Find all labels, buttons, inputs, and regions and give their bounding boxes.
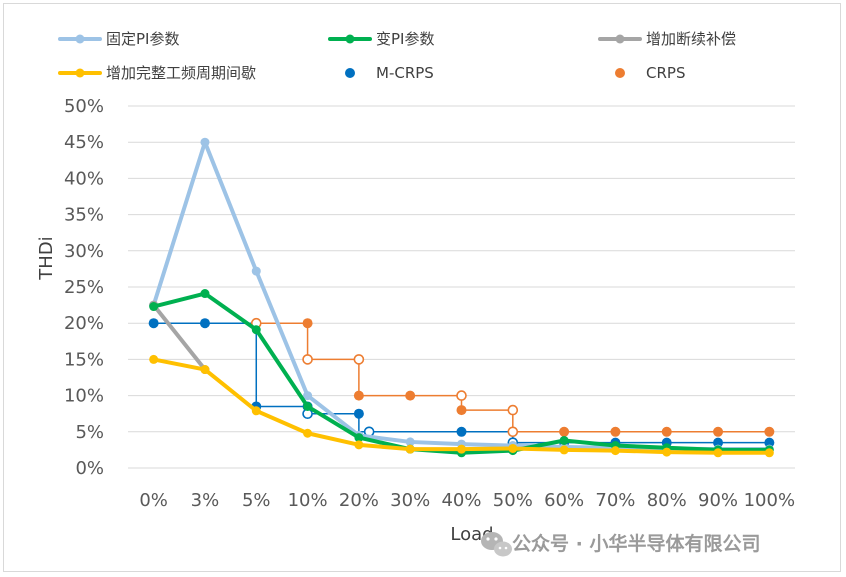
legend-label: 变PI参数 bbox=[376, 30, 434, 48]
data-point bbox=[713, 426, 724, 437]
y-tick-label: 20% bbox=[64, 313, 104, 334]
legend-item-fixed-pi: 固定PI参数 bbox=[58, 30, 179, 48]
legend-label: 增加断续补偿 bbox=[646, 30, 736, 48]
data-point bbox=[303, 428, 313, 438]
wechat-icon bbox=[481, 532, 512, 557]
x-tick-label: 70% bbox=[595, 490, 635, 511]
y-tick-label: 40% bbox=[64, 168, 104, 189]
watermark: 公众号 · 小华半导体有限公司 bbox=[481, 532, 760, 557]
legend-marker bbox=[345, 68, 355, 78]
data-point bbox=[559, 445, 569, 455]
data-point bbox=[508, 443, 518, 453]
x-tick-label: 3% bbox=[191, 490, 220, 511]
data-point bbox=[456, 405, 467, 416]
legend-item-crps: CRPS bbox=[615, 64, 685, 82]
data-point bbox=[200, 137, 210, 147]
data-point bbox=[456, 426, 467, 437]
data-point bbox=[764, 437, 775, 448]
data-point bbox=[405, 390, 416, 401]
data-point-hollow bbox=[507, 426, 519, 438]
data-point bbox=[251, 406, 261, 416]
data-point bbox=[149, 302, 159, 312]
legend-marker bbox=[75, 34, 85, 44]
y-tick-label: 50% bbox=[64, 96, 104, 117]
data-point-hollow bbox=[302, 354, 313, 365]
legend-marker bbox=[615, 68, 625, 78]
gridlines bbox=[128, 105, 795, 469]
legend-item-full-cycle-pause: 增加完整工频周期间歇 bbox=[58, 64, 256, 82]
x-tick-label: 100% bbox=[744, 490, 795, 511]
y-tick-label: 25% bbox=[64, 277, 104, 298]
data-point bbox=[199, 318, 210, 329]
legend-label: 固定PI参数 bbox=[106, 30, 179, 48]
data-point bbox=[354, 433, 364, 443]
data-point bbox=[353, 390, 364, 401]
data-point bbox=[713, 437, 724, 448]
data-point bbox=[302, 318, 313, 329]
data-point bbox=[661, 426, 672, 437]
legend-item-m-crps: M-CRPS bbox=[345, 64, 434, 82]
y-axis-title: THDi bbox=[36, 236, 57, 280]
axis-labels: 0% 5% 10% 15% 20% 25% 30% 35% 40% 45% 50% 0% 3% 5% 10%… bbox=[64, 96, 795, 511]
y-tick-label: 15% bbox=[64, 349, 104, 370]
series-layer bbox=[148, 137, 775, 458]
data-point bbox=[457, 444, 466, 454]
y-tick-label: 10% bbox=[64, 386, 104, 407]
data-point bbox=[764, 426, 775, 437]
data-point bbox=[148, 318, 159, 329]
x-tick-label: 40% bbox=[441, 490, 481, 511]
y-tick-label: 30% bbox=[64, 241, 104, 262]
y-tick-label: 35% bbox=[64, 205, 104, 226]
data-point bbox=[303, 401, 313, 411]
data-point-hollow bbox=[353, 354, 365, 365]
x-tick-label: 0% bbox=[139, 490, 168, 511]
watermark-text: 公众号 · 小华半导体有限公司 bbox=[512, 532, 760, 555]
data-point bbox=[559, 435, 569, 445]
data-point bbox=[251, 325, 261, 335]
data-point bbox=[713, 448, 723, 458]
legend-item-variable-pi: 变PI参数 bbox=[328, 30, 434, 48]
x-tick-label: 20% bbox=[339, 490, 379, 511]
legend-marker bbox=[75, 68, 85, 78]
data-point bbox=[405, 444, 415, 454]
data-point bbox=[559, 426, 570, 437]
legend-marker bbox=[615, 34, 625, 44]
legend-label: 增加完整工频周期间歇 bbox=[106, 64, 256, 82]
legend-label: M-CRPS bbox=[376, 64, 434, 82]
data-point bbox=[610, 446, 620, 456]
data-point bbox=[405, 437, 415, 447]
data-point bbox=[251, 266, 261, 276]
data-point bbox=[200, 365, 210, 375]
series-m-crps bbox=[148, 318, 775, 448]
legend-marker bbox=[345, 34, 355, 44]
y-tick-label: 45% bbox=[64, 132, 104, 153]
data-point bbox=[354, 440, 364, 450]
legend-item-intermittent-comp: 增加断续补偿 bbox=[598, 30, 736, 48]
data-point bbox=[662, 447, 672, 457]
x-tick-label: 60% bbox=[544, 490, 584, 511]
legend-label: CRPS bbox=[646, 64, 685, 82]
x-tick-label: 50% bbox=[493, 490, 533, 511]
x-tick-label: 80% bbox=[647, 490, 687, 511]
x-tick-label: 10% bbox=[288, 490, 328, 511]
series-line-m-crps bbox=[153, 322, 770, 444]
data-point bbox=[610, 426, 621, 437]
y-tick-label: 5% bbox=[75, 422, 104, 443]
series-line-intermittent-comp bbox=[151, 303, 207, 372]
x-tick-label: 5% bbox=[242, 490, 271, 511]
data-point bbox=[353, 408, 364, 419]
series-crps bbox=[250, 317, 775, 438]
x-tick-label: 30% bbox=[390, 490, 430, 511]
y-tick-label: 0% bbox=[75, 458, 104, 479]
x-tick-label: 90% bbox=[698, 490, 738, 511]
data-point bbox=[764, 448, 774, 458]
series-full-cycle-pause bbox=[149, 354, 774, 458]
data-point-hollow bbox=[507, 404, 519, 416]
data-point bbox=[149, 354, 159, 364]
data-point bbox=[200, 289, 210, 299]
data-point-hollow bbox=[456, 390, 467, 401]
data-point bbox=[303, 391, 313, 401]
